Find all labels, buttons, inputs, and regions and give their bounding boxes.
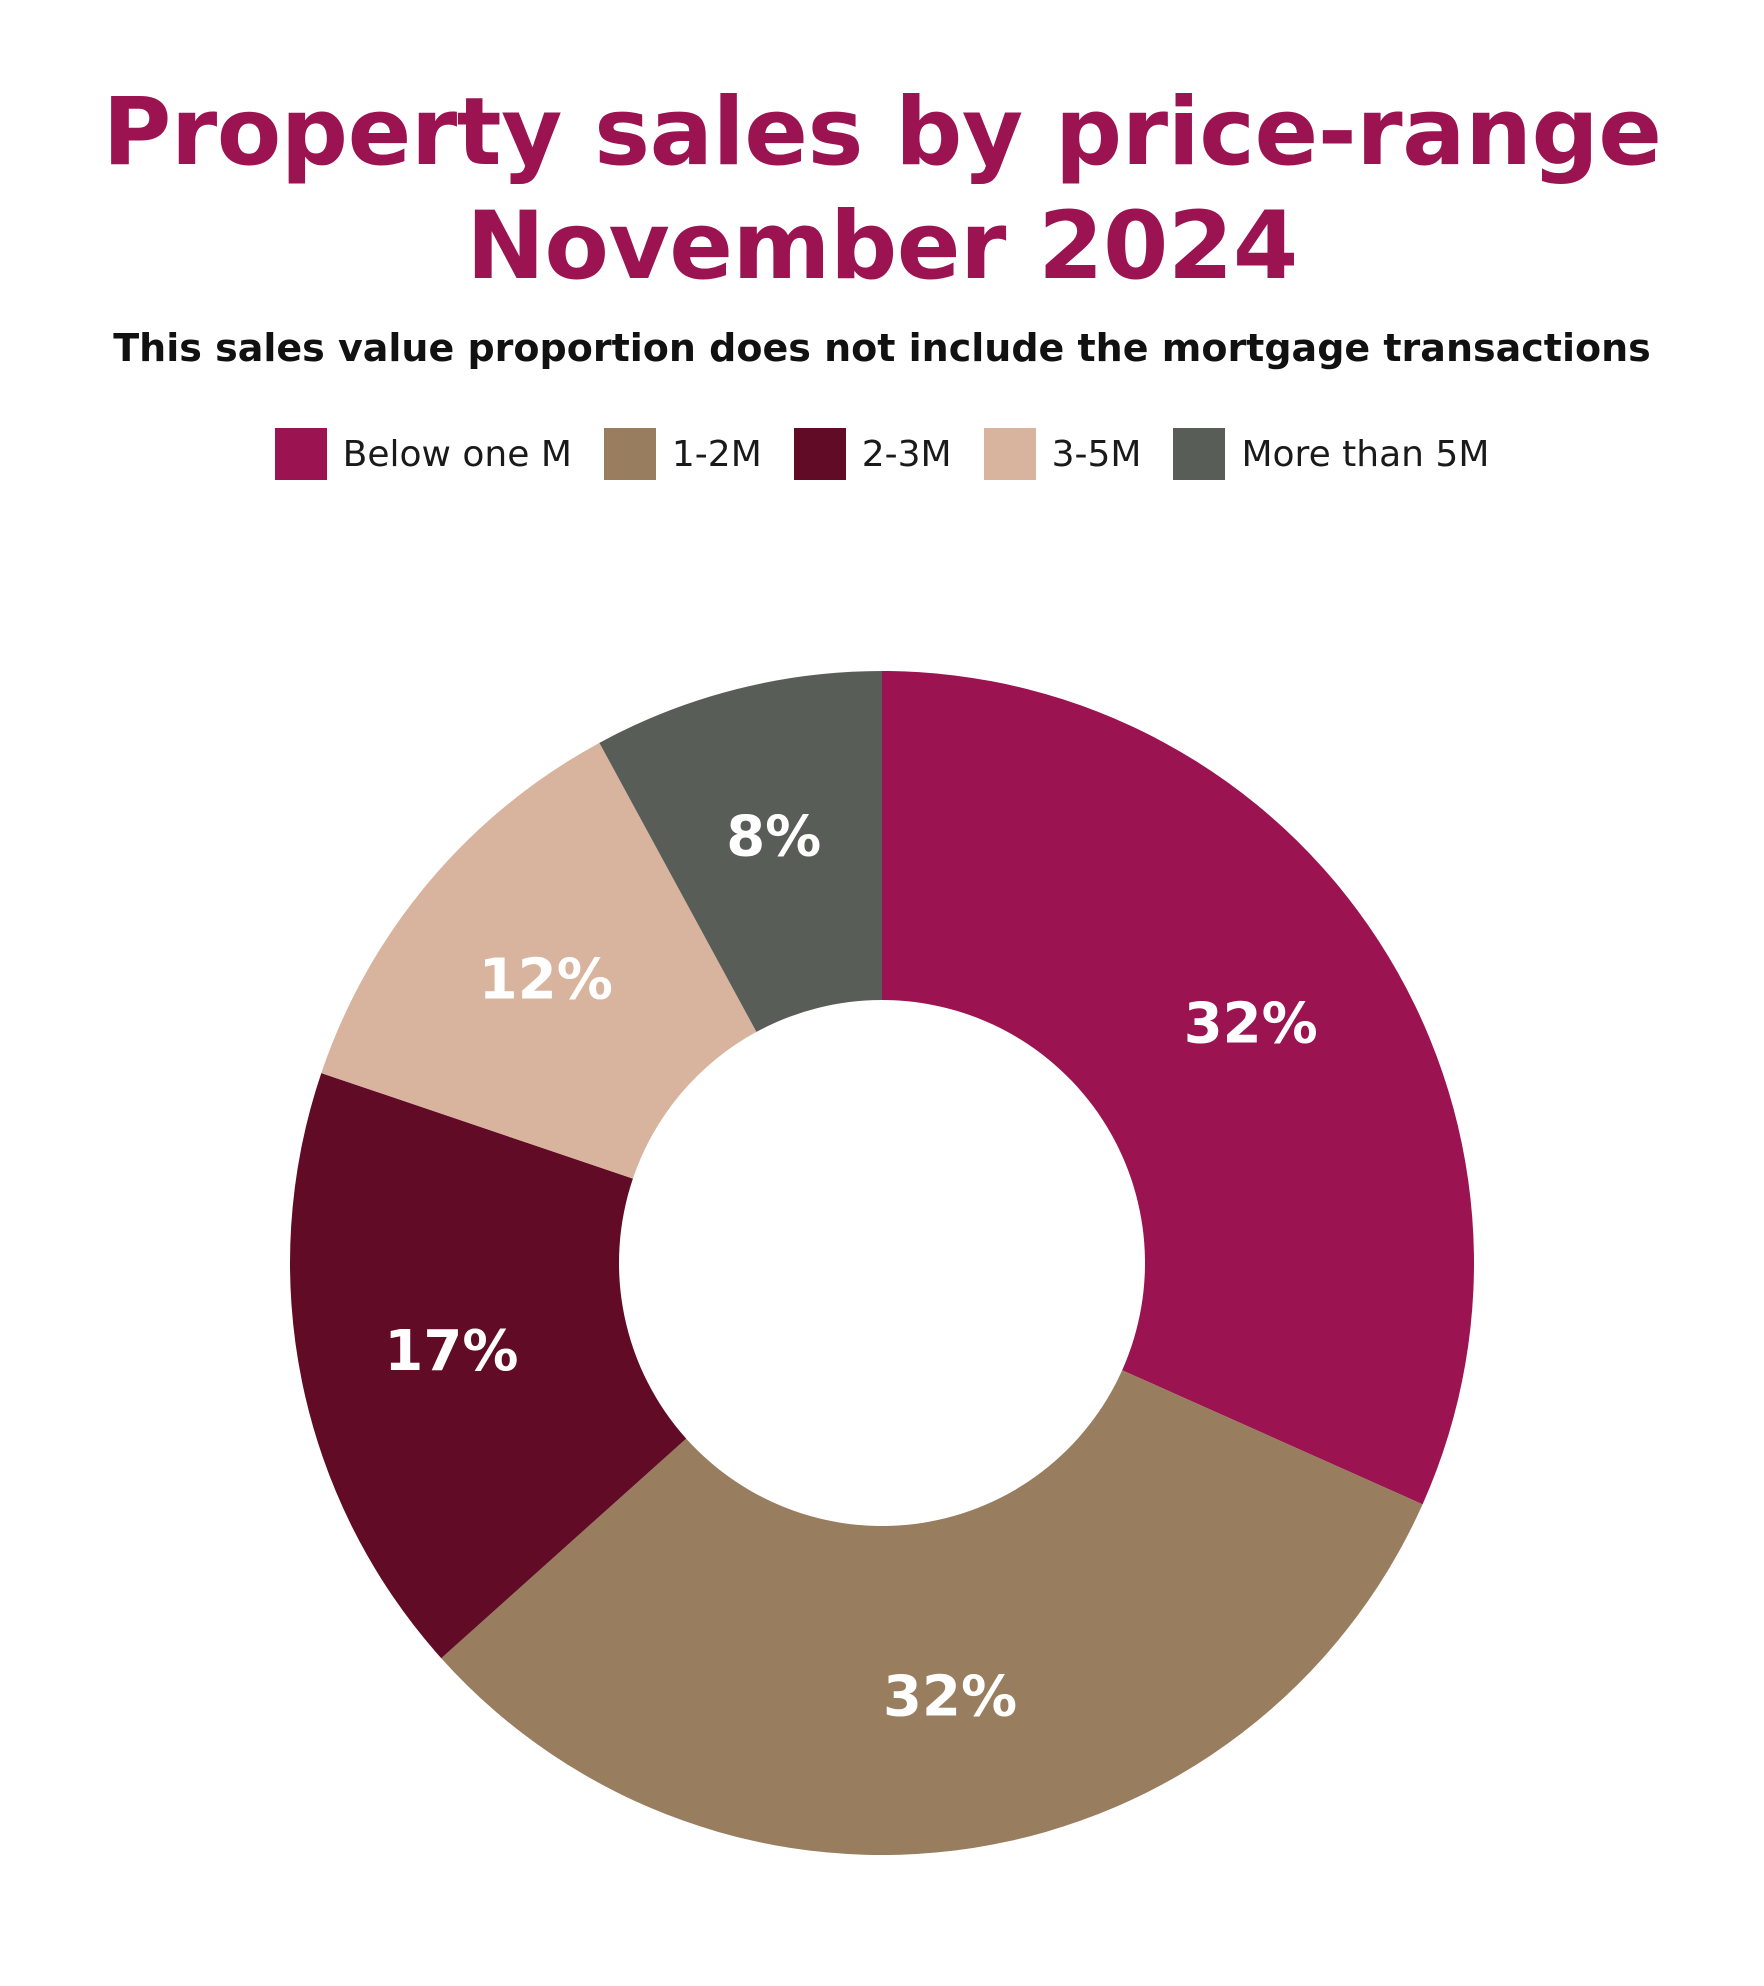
- donut-slice-2-3m: [290, 1073, 687, 1659]
- chart-legend: Below one M 1-2M 2-3M 3-5M More than 5M: [0, 428, 1764, 480]
- chart-title-line-1: Property sales by price-range: [102, 78, 1662, 187]
- data-label-more-than-5m: 8%: [726, 805, 821, 870]
- legend-item-3-5m: 3-5M: [983, 428, 1142, 480]
- donut-slices: [290, 671, 1474, 1855]
- data-label-below-one-m: 32%: [1184, 991, 1318, 1056]
- donut-slice-below-one-m: [882, 671, 1474, 1505]
- legend-swatch-below-one-m: [274, 428, 327, 480]
- donut-data-labels: 32% 32% 17% 12% 8%: [384, 805, 1317, 1730]
- legend-item-2-3m: 2-3M: [793, 428, 952, 480]
- donut-slice-3-5m: [321, 742, 757, 1179]
- legend-label-below-one-m: Below one M: [342, 433, 572, 475]
- legend-item-more-than-5m: More than 5M: [1173, 428, 1489, 480]
- legend-swatch-3-5m: [983, 428, 1036, 480]
- chart-title-line-2: November 2024: [466, 192, 1298, 301]
- legend-label-more-than-5m: More than 5M: [1241, 433, 1490, 475]
- chart-title: Property sales by price-range November 2…: [0, 76, 1764, 304]
- legend-swatch-1-2m: [603, 428, 656, 480]
- legend-label-3-5m: 3-5M: [1051, 433, 1142, 475]
- legend-item-below-one-m: Below one M: [274, 428, 572, 480]
- chart-subtitle: This sales value proportion does not inc…: [113, 326, 1651, 370]
- legend-swatch-more-than-5m: [1173, 428, 1226, 480]
- legend-label-1-2m: 1-2M: [671, 433, 762, 475]
- legend-label-2-3m: 2-3M: [861, 433, 952, 475]
- donut-slice-more-than-5m: [599, 671, 882, 1032]
- legend-swatch-2-3m: [793, 428, 846, 480]
- data-label-2-3m: 17%: [384, 1319, 518, 1384]
- data-label-3-5m: 12%: [479, 947, 613, 1012]
- donut-slice-1-2m: [441, 1370, 1423, 1855]
- data-label-1-2m: 32%: [883, 1665, 1017, 1730]
- legend-item-1-2m: 1-2M: [603, 428, 762, 480]
